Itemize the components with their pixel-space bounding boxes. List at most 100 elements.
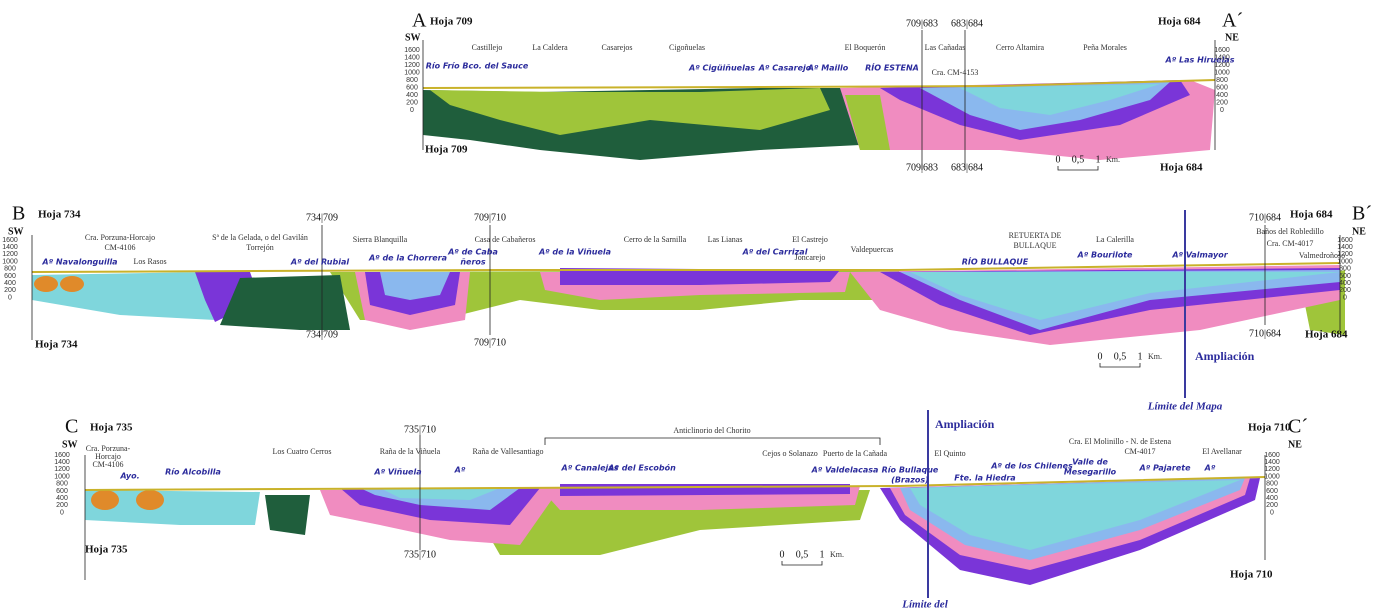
river-label: Aº del Carrizal (742, 248, 808, 257)
elevation-tick: 800 (406, 77, 418, 84)
sheet-mark: 710|684 (1249, 328, 1281, 339)
elevation-tick: 0 (1270, 509, 1274, 516)
end: C´ (1288, 416, 1308, 438)
scale-bar (782, 561, 822, 565)
river-label: Ayo. (119, 472, 139, 481)
sheet-mark: 709|683 (906, 18, 938, 29)
elevation-tick: 1200 (54, 466, 70, 473)
place-label: Sierra Blanquilla (353, 235, 408, 244)
top-left: Hoja 734 (38, 209, 81, 221)
elevation-tick: 0 (1220, 107, 1224, 114)
elevation-tick: 200 (406, 99, 418, 106)
place-label: Los Cuatro Cerros (272, 447, 331, 456)
top-right: Hoja 684 (1158, 16, 1201, 28)
elevation-tick: 600 (4, 273, 16, 280)
elevation-tick: 400 (406, 92, 418, 99)
elevation-tick: 400 (1266, 495, 1278, 502)
river-label: Aº del Escobón (607, 463, 676, 473)
river-label: Río Bullaque (882, 466, 939, 475)
elevation-tick: 800 (1266, 481, 1278, 488)
scale-bar-label: 1 (1138, 351, 1143, 362)
river-label: Aº (1204, 464, 1216, 473)
river-label: Aº (454, 466, 466, 475)
elevation-tick: 0 (60, 509, 64, 516)
bottom-left: Hoja 709 (425, 144, 468, 156)
elevation-tick: 600 (406, 84, 418, 91)
place-label: Las Cañadas (925, 43, 966, 52)
place-label: Los Rasos (133, 257, 166, 266)
place-label: El Quinto (934, 449, 965, 458)
scale-bar-label: Km. (830, 550, 844, 559)
elevation-tick: 1600 (1337, 237, 1353, 244)
river-label: Aº de la Viñuela (538, 248, 611, 257)
place-label: El Boquerón (845, 43, 886, 52)
place-label: BULLAQUE (1013, 241, 1056, 250)
scale-bar-label: 0,5 (1072, 154, 1085, 165)
river-label: Mesegarillo (1064, 468, 1117, 477)
place-label: El Avellanar (1202, 447, 1242, 456)
river-label: Aº Maillo (807, 64, 849, 73)
place-label: Cerro de la Sarnilla (624, 235, 687, 244)
place-label: Cra. Porzuna-Horcajo (85, 233, 155, 242)
elevation-tick: 600 (1216, 84, 1228, 91)
river-label: Aº de la Chorrera (368, 254, 447, 263)
start-dir: SW (62, 439, 78, 450)
scale-bar-label: 0,5 (1114, 351, 1127, 362)
river-label: Aº Valdelacasa (811, 466, 879, 475)
river-label: Aº Bourilote (1077, 251, 1134, 260)
scale-bar (1100, 363, 1140, 367)
end: B´ (1352, 203, 1372, 225)
elevation-tick: 1200 (2, 251, 18, 258)
scale-bar (1058, 166, 1098, 170)
river-label: Aº del Rubial (290, 258, 349, 267)
place-label: Puerto de la Cañada (823, 449, 888, 458)
place-label: Cejos o Solanazo (762, 449, 818, 458)
scale-bar-label: 0 (1056, 154, 1061, 165)
river-label: RÍO ESTENA (865, 62, 919, 73)
bottom-left: Hoja 734 (35, 339, 78, 351)
elevation-tick: 600 (56, 488, 68, 495)
elevation-tick: 1200 (1214, 62, 1230, 69)
elevation-tick: 1000 (404, 69, 420, 76)
elevation-tick: 400 (4, 280, 16, 287)
place-label: RETUERTA DE (1009, 231, 1062, 240)
place-label: Sª de la Gelada, o del Gavilán (212, 233, 308, 242)
ampliacion-label: Ampliación (935, 417, 995, 431)
top-left: Hoja 735 (90, 422, 133, 434)
sheet-mark: 710|684 (1249, 212, 1281, 223)
sheet-mark: 683|684 (951, 162, 983, 173)
place-label: Baños del Robledillo (1256, 227, 1324, 236)
elevation-tick: 800 (4, 266, 16, 273)
elevation-tick: 1400 (1214, 54, 1230, 61)
scale-bar-label: 0,5 (796, 549, 809, 560)
river-label: Aº Navalonguilla (41, 258, 117, 267)
scale-bar-label: 1 (820, 549, 825, 560)
bottom-right: Hoja 684 (1160, 162, 1203, 174)
place-label: El Castrejo (792, 235, 828, 244)
elevation-tick: 200 (1339, 287, 1351, 294)
end-dir: NE (1288, 439, 1302, 450)
elevation-tick: 600 (1266, 488, 1278, 495)
sheet-mark: 734|709 (306, 329, 338, 340)
place-label: Castillejo (472, 43, 503, 52)
river-label: Aº Cigüiñuelas (688, 64, 755, 73)
scale-bar-label: 0 (1098, 351, 1103, 362)
map-limit-label: Límite del Mapa (1147, 401, 1223, 413)
elevation-tick: 200 (4, 287, 16, 294)
elevation-tick: 1400 (1337, 244, 1353, 251)
sheet-mark: 709|683 (906, 162, 938, 173)
elevation-tick: 0 (1343, 294, 1347, 301)
river-label: Aº Valmayor (1171, 251, 1228, 260)
river-label: Río Alcobilla (165, 468, 221, 477)
place-label: CM-4106 (92, 460, 123, 469)
scale-bar-label: 0 (780, 549, 785, 560)
elevation-tick: 1200 (1264, 466, 1280, 473)
place-label: Casarejos (601, 43, 632, 52)
sheet-mark: 734|709 (306, 212, 338, 223)
place-label: Cra. El Molinillo - N. de Estena (1069, 437, 1172, 446)
place-label: Cerro Altamira (996, 43, 1045, 52)
place-label: CM-4106 (104, 243, 135, 252)
scale-bar-label: Km. (1148, 352, 1162, 361)
elevation-tick: 1400 (1264, 459, 1280, 466)
place-label: Peña Morales (1083, 43, 1127, 52)
